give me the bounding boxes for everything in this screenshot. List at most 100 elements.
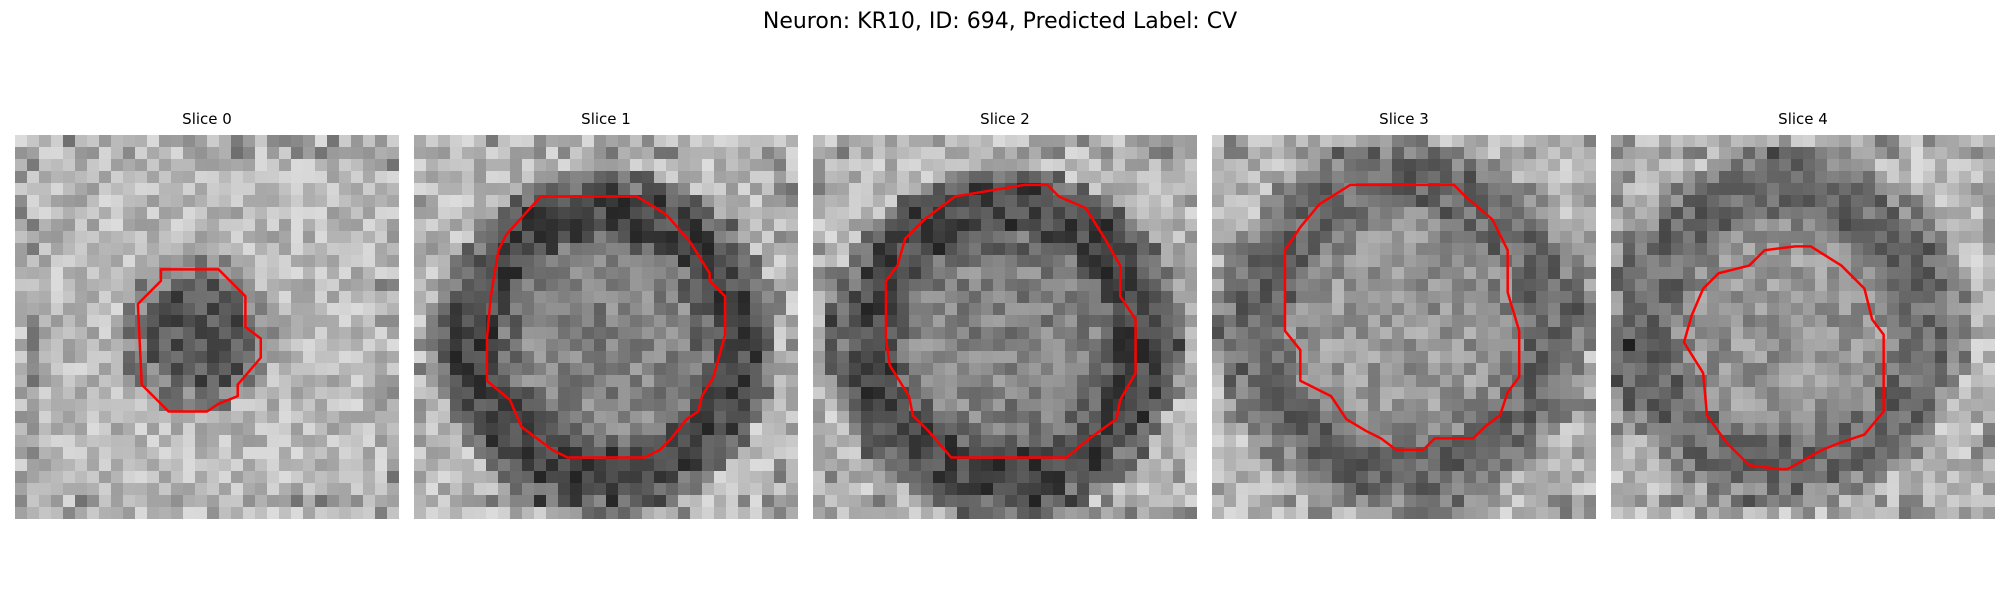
image-pixel bbox=[726, 375, 739, 388]
image-pixel bbox=[738, 315, 751, 328]
image-pixel bbox=[1611, 363, 1624, 376]
image-pixel bbox=[510, 495, 523, 508]
image-pixel bbox=[147, 471, 160, 484]
image-pixel bbox=[387, 387, 399, 400]
image-pixel bbox=[159, 171, 172, 184]
image-pixel bbox=[1380, 411, 1393, 424]
image-pixel bbox=[1875, 411, 1888, 424]
image-pixel bbox=[762, 375, 775, 388]
image-pixel bbox=[51, 243, 64, 256]
image-pixel bbox=[1296, 279, 1309, 292]
image-pixel bbox=[1743, 435, 1756, 448]
image-pixel bbox=[1356, 147, 1369, 160]
image-pixel bbox=[1791, 267, 1804, 280]
image-pixel bbox=[255, 483, 268, 496]
image-pixel bbox=[1260, 495, 1273, 508]
image-pixel bbox=[1731, 183, 1744, 196]
image-pixel bbox=[546, 423, 559, 436]
image-pixel bbox=[1260, 351, 1273, 364]
image-pixel bbox=[1137, 327, 1150, 340]
image-pixel bbox=[207, 387, 220, 400]
image-pixel bbox=[1815, 387, 1828, 400]
image-pixel bbox=[363, 375, 376, 388]
image-pixel bbox=[1935, 243, 1948, 256]
image-pixel bbox=[774, 219, 787, 232]
image-pixel bbox=[654, 495, 667, 508]
image-pixel bbox=[1185, 423, 1197, 436]
image-pixel bbox=[750, 303, 763, 316]
image-pixel bbox=[873, 159, 886, 172]
image-pixel bbox=[1623, 147, 1636, 160]
image-pixel bbox=[1029, 279, 1042, 292]
image-pixel bbox=[291, 435, 304, 448]
image-pixel bbox=[291, 231, 304, 244]
image-pixel bbox=[969, 243, 982, 256]
image-pixel bbox=[945, 219, 958, 232]
image-pixel bbox=[1707, 255, 1720, 268]
image-pixel bbox=[426, 303, 439, 316]
image-pixel bbox=[99, 243, 112, 256]
image-pixel bbox=[510, 459, 523, 472]
image-pixel bbox=[1260, 279, 1273, 292]
image-pixel bbox=[570, 399, 583, 412]
image-pixel bbox=[1356, 387, 1369, 400]
image-pixel bbox=[135, 471, 148, 484]
image-pixel bbox=[63, 363, 76, 376]
image-pixel bbox=[450, 147, 463, 160]
image-pixel bbox=[981, 159, 994, 172]
image-pixel bbox=[546, 507, 559, 519]
image-pixel bbox=[933, 507, 946, 519]
image-pixel bbox=[438, 195, 451, 208]
image-pixel bbox=[363, 243, 376, 256]
image-pixel bbox=[1899, 303, 1912, 316]
image-pixel bbox=[75, 255, 88, 268]
image-pixel bbox=[1524, 387, 1537, 400]
image-pixel bbox=[1971, 399, 1984, 412]
image-pixel bbox=[1065, 471, 1078, 484]
image-pixel bbox=[159, 495, 172, 508]
image-pixel bbox=[1755, 135, 1768, 148]
image-pixel bbox=[1683, 291, 1696, 304]
image-pixel bbox=[111, 483, 124, 496]
image-pixel bbox=[351, 147, 364, 160]
image-pixel bbox=[726, 411, 739, 424]
image-pixel bbox=[1452, 459, 1465, 472]
image-pixel bbox=[1440, 399, 1453, 412]
image-pixel bbox=[1911, 387, 1924, 400]
image-pixel bbox=[1416, 327, 1429, 340]
image-pixel bbox=[387, 147, 399, 160]
image-pixel bbox=[933, 147, 946, 160]
image-pixel bbox=[738, 195, 751, 208]
image-pixel bbox=[1572, 483, 1585, 496]
image-pixel bbox=[981, 147, 994, 160]
image-pixel bbox=[786, 471, 798, 484]
image-pixel bbox=[387, 459, 399, 472]
image-pixel bbox=[75, 459, 88, 472]
image-pixel bbox=[969, 279, 982, 292]
image-pixel bbox=[1695, 411, 1708, 424]
image-pixel bbox=[207, 327, 220, 340]
image-pixel bbox=[1560, 375, 1573, 388]
image-pixel bbox=[1041, 447, 1054, 460]
image-pixel bbox=[702, 183, 715, 196]
image-pixel bbox=[1260, 255, 1273, 268]
image-pixel bbox=[1137, 411, 1150, 424]
image-pixel bbox=[849, 159, 862, 172]
image-pixel bbox=[1125, 171, 1138, 184]
image-pixel bbox=[1803, 399, 1816, 412]
image-pixel bbox=[630, 135, 643, 148]
image-pixel bbox=[1416, 279, 1429, 292]
image-pixel bbox=[1017, 495, 1030, 508]
image-pixel bbox=[351, 219, 364, 232]
image-pixel bbox=[426, 327, 439, 340]
image-pixel bbox=[1935, 255, 1948, 268]
image-pixel bbox=[981, 375, 994, 388]
image-pixel bbox=[1089, 147, 1102, 160]
image-pixel bbox=[861, 495, 874, 508]
image-pixel bbox=[522, 135, 535, 148]
image-pixel bbox=[255, 303, 268, 316]
image-pixel bbox=[1959, 183, 1972, 196]
image-pixel bbox=[486, 351, 499, 364]
image-pixel bbox=[957, 291, 970, 304]
image-pixel bbox=[522, 219, 535, 232]
